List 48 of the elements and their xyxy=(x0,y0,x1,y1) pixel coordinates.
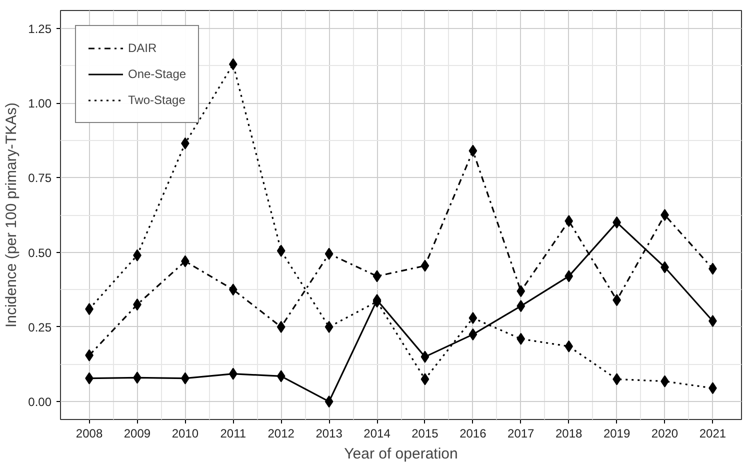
x-tick-label: 2021 xyxy=(699,426,726,440)
x-tick-label: 2010 xyxy=(172,426,199,440)
x-tick-label: 2008 xyxy=(76,426,103,440)
x-tick-label: 2013 xyxy=(316,426,343,440)
y-tick-label: 0.50 xyxy=(28,246,52,260)
x-tick-label: 2012 xyxy=(268,426,295,440)
x-tick-label: 2019 xyxy=(603,426,630,440)
point xyxy=(228,58,238,70)
point xyxy=(516,332,526,345)
point xyxy=(564,340,574,352)
x-tick-label: 2015 xyxy=(412,426,439,440)
point xyxy=(516,285,526,298)
point xyxy=(564,270,574,282)
point xyxy=(276,244,286,257)
point xyxy=(468,328,478,340)
x-tick-label: 2017 xyxy=(508,426,535,440)
x-tick-label: 2014 xyxy=(364,426,391,440)
point xyxy=(420,350,430,363)
point xyxy=(516,300,526,312)
y-tick-label: 0.25 xyxy=(28,320,52,334)
point xyxy=(420,260,430,272)
point xyxy=(324,248,334,260)
point xyxy=(324,320,334,333)
x-tick-label: 2011 xyxy=(220,426,246,440)
y-tick-label: 1.25 xyxy=(28,22,52,36)
point xyxy=(564,214,574,227)
point xyxy=(228,368,238,380)
x-tick-label: 2020 xyxy=(651,426,678,440)
point xyxy=(372,270,382,282)
y-tick-label: 0.75 xyxy=(28,171,52,186)
point xyxy=(228,284,238,296)
y-tick-label: 1.00 xyxy=(28,96,52,111)
y-tick-label: 0.00 xyxy=(28,395,52,410)
legend-label: One-Stage xyxy=(128,67,186,81)
point xyxy=(324,396,334,408)
x-tick-label: 2009 xyxy=(124,426,151,440)
x-axis-title: Year of operation xyxy=(344,446,458,462)
point xyxy=(468,144,478,157)
point xyxy=(276,320,286,333)
legend-label: DAIR xyxy=(128,41,157,55)
legend-label: Two-Stage xyxy=(128,93,186,107)
x-tick-label: 2016 xyxy=(460,426,487,440)
y-axis-title: Incidence (per 100 primary-TKAs) xyxy=(3,102,20,328)
point xyxy=(660,209,669,221)
point xyxy=(468,312,478,324)
point xyxy=(420,373,430,386)
point xyxy=(276,370,286,382)
x-tick-label: 2018 xyxy=(556,426,583,440)
